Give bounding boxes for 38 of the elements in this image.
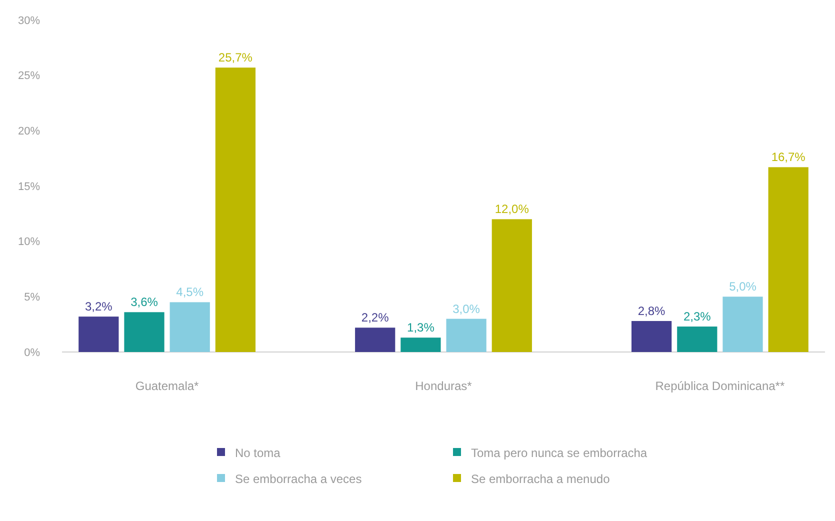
bar — [355, 328, 396, 352]
data-label: 1,3% — [407, 320, 435, 335]
bar — [446, 318, 486, 352]
y-tick-label: 30% — [18, 14, 40, 27]
data-label: 3,0% — [452, 302, 480, 316]
y-tick-label: 25% — [18, 70, 40, 82]
legend-label: No toma — [235, 446, 281, 460]
legend-label: Se emborracha a veces — [235, 472, 362, 486]
x-tick-label: República Dominicana** — [655, 379, 785, 393]
data-label: 5,0% — [729, 280, 757, 294]
y-tick-label: 10% — [18, 236, 40, 248]
bar — [722, 296, 763, 352]
legend-label: Se emborracha a menudo — [471, 472, 610, 486]
y-tick-label: 0% — [24, 346, 40, 359]
data-label: 2,2% — [361, 310, 390, 325]
y-tick-label: 20% — [18, 126, 40, 138]
bar — [631, 321, 672, 352]
bar — [215, 68, 256, 352]
x-tick-label: Honduras* — [415, 379, 472, 393]
data-label: 16,7% — [771, 150, 806, 164]
data-label: 2,8% — [638, 304, 666, 318]
data-label: 25,7% — [218, 50, 253, 65]
legend-label: Toma pero nunca se emborracha — [471, 446, 648, 460]
data-label: 2,3% — [683, 310, 712, 324]
bar — [170, 302, 210, 352]
data-label: 4,5% — [176, 285, 204, 300]
data-label: 12,0% — [494, 202, 530, 216]
x-tick-label: Guatemala* — [135, 379, 200, 393]
bar — [78, 316, 119, 352]
bar — [492, 219, 532, 352]
bar — [400, 338, 441, 352]
data-label: 3,6% — [130, 295, 158, 310]
data-label: 3,2% — [84, 300, 113, 314]
bar — [677, 326, 718, 352]
y-tick-label: 15% — [18, 180, 40, 193]
y-tick-label: 5% — [24, 292, 40, 304]
bar — [768, 167, 808, 352]
bar — [124, 312, 164, 352]
